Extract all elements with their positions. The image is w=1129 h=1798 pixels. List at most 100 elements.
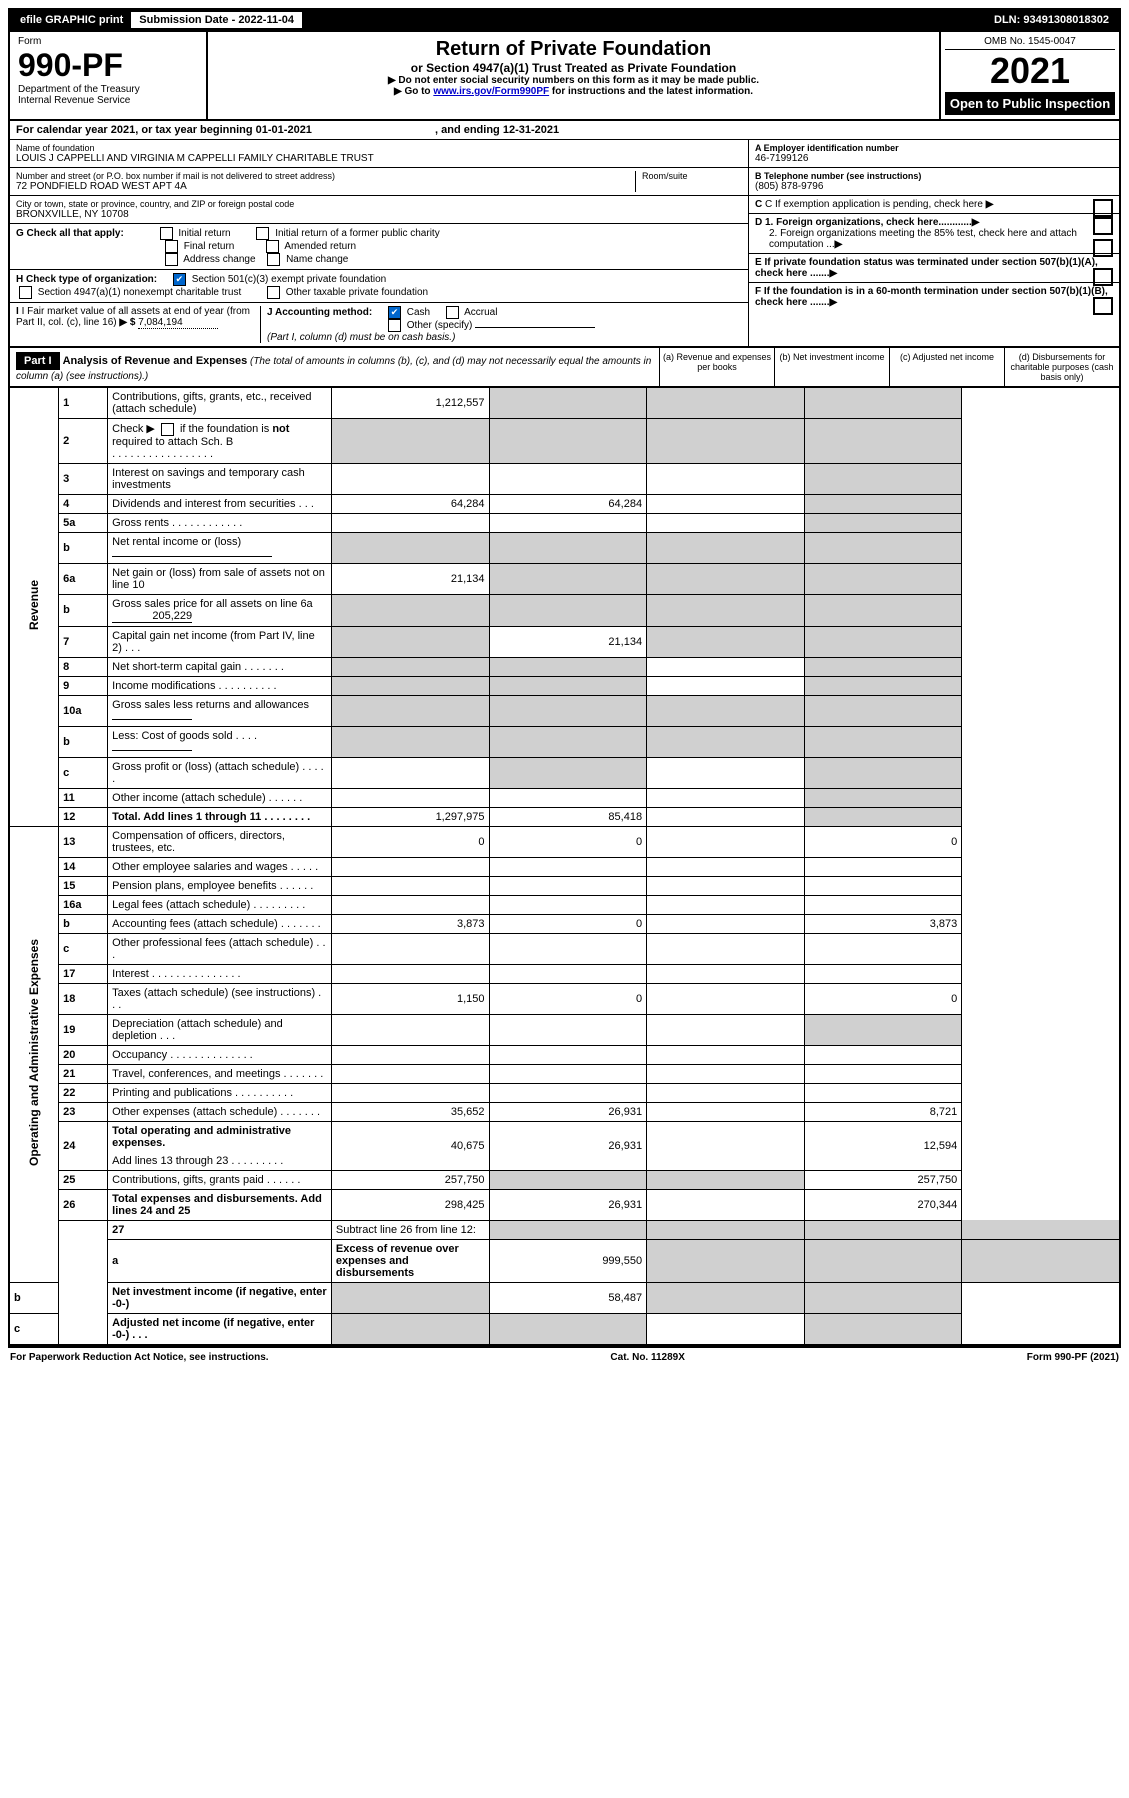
col-a-val: 1,150	[331, 983, 489, 1014]
lineno: 27	[108, 1220, 332, 1239]
address-change-checkbox[interactable]	[165, 253, 178, 266]
name-change-label: Name change	[286, 254, 348, 265]
table-row: 17 Interest . . . . . . . . . . . . . . …	[9, 964, 1120, 983]
lineno: b	[59, 594, 108, 626]
cal-text-a: For calendar year 2021, or tax year begi…	[16, 124, 256, 136]
col-a-val: 999,550	[489, 1239, 647, 1282]
line-text: Net gain or (loss) from sale of assets n…	[108, 563, 332, 594]
exemption-pending-label: C If exemption application is pending, c…	[765, 199, 983, 210]
lineno: 5a	[59, 513, 108, 532]
line-text: Depreciation (attach schedule) and deple…	[108, 1014, 332, 1045]
foreign-org-checkbox[interactable]	[1093, 217, 1113, 235]
lineno: c	[9, 1313, 59, 1345]
final-return-checkbox[interactable]	[165, 240, 178, 253]
foundation-info: Name of foundation LOUIS J CAPPELLI AND …	[8, 140, 1121, 346]
calendar-year-row: For calendar year 2021, or tax year begi…	[8, 121, 1121, 140]
address-value: 72 PONDFIELD ROAD WEST APT 4A	[16, 181, 635, 192]
table-row: 2 Check ▶ if the foundation is not requi…	[9, 419, 1120, 464]
phone-label: B Telephone number (see instructions)	[755, 171, 1113, 181]
other-specify-checkbox[interactable]	[388, 319, 401, 332]
submission-date: Submission Date - 2022-11-04	[131, 12, 302, 28]
part1-title: Analysis of Revenue and Expenses	[63, 355, 248, 367]
d2-label: 2. Foreign organizations meeting the 85%…	[769, 228, 1077, 250]
address-label: Number and street (or P.O. box number if…	[16, 171, 635, 181]
amended-return-checkbox[interactable]	[266, 240, 279, 253]
form-title: Return of Private Foundation	[214, 38, 933, 61]
lineno: 20	[59, 1045, 108, 1064]
table-row: 8 Net short-term capital gain . . . . . …	[9, 657, 1120, 676]
line-text: Total. Add lines 1 through 11 . . . . . …	[108, 807, 332, 826]
room-label: Room/suite	[642, 171, 742, 181]
efile-label[interactable]: efile GRAPHIC print	[12, 12, 131, 28]
line-text: Other employee salaries and wages . . . …	[108, 857, 332, 876]
lineno: b	[9, 1282, 59, 1313]
form-subtitle: or Section 4947(a)(1) Trust Treated as P…	[214, 61, 933, 75]
table-row: 4 Dividends and interest from securities…	[9, 494, 1120, 513]
table-row: 27 Subtract line 26 from line 12:	[9, 1220, 1120, 1239]
foreign-85-checkbox[interactable]	[1093, 239, 1113, 257]
line-text: Income modifications . . . . . . . . . .	[108, 676, 332, 695]
lineno: 14	[59, 857, 108, 876]
lineno: 17	[59, 964, 108, 983]
lineno: 9	[59, 676, 108, 695]
line-text: Other income (attach schedule) . . . . .…	[108, 788, 332, 807]
initial-return-checkbox[interactable]	[160, 227, 173, 240]
form-number: 990-PF	[18, 47, 198, 84]
exemption-checkbox[interactable]	[1093, 199, 1113, 217]
table-row: 15 Pension plans, employee benefits . . …	[9, 876, 1120, 895]
line-text: Subtract line 26 from line 12:	[331, 1220, 489, 1239]
col-a-header: (a) Revenue and expenses per books	[659, 348, 774, 386]
analysis-table: Revenue 1 Contributions, gifts, grants, …	[8, 388, 1121, 1346]
irs-label: Internal Revenue Service	[18, 95, 198, 106]
line-text: Taxes (attach schedule) (see instruction…	[108, 983, 332, 1014]
lineno: 21	[59, 1064, 108, 1083]
501c3-label: Section 501(c)(3) exempt private foundat…	[192, 274, 387, 285]
60month-checkbox[interactable]	[1093, 297, 1113, 315]
col-b-val: 0	[489, 914, 647, 933]
lineno: 10a	[59, 695, 108, 726]
terminated-checkbox[interactable]	[1093, 268, 1113, 286]
table-row: 22 Printing and publications . . . . . .…	[9, 1083, 1120, 1102]
line-text: Capital gain net income (from Part IV, l…	[108, 626, 332, 657]
501c3-checkbox[interactable]: ✔	[173, 273, 186, 286]
initial-public-checkbox[interactable]	[256, 227, 269, 240]
lineno: 22	[59, 1083, 108, 1102]
table-row: b Net investment income (if negative, en…	[9, 1282, 1120, 1313]
foundation-name: LOUIS J CAPPELLI AND VIRGINIA M CAPPELLI…	[16, 153, 742, 164]
name-change-checkbox[interactable]	[267, 253, 280, 266]
phone-value: (805) 878-9796	[755, 181, 1113, 192]
table-row: 11 Other income (attach schedule) . . . …	[9, 788, 1120, 807]
accrual-checkbox[interactable]	[446, 306, 459, 319]
irs-link[interactable]: www.irs.gov/Form990PF	[433, 86, 549, 97]
table-row: 18 Taxes (attach schedule) (see instruct…	[9, 983, 1120, 1014]
lineno: 3	[59, 463, 108, 494]
col-b-val: 26,931	[489, 1189, 647, 1220]
4947-checkbox[interactable]	[19, 286, 32, 299]
cash-checkbox[interactable]: ✔	[388, 306, 401, 319]
lineno: 23	[59, 1102, 108, 1121]
line-text: Occupancy . . . . . . . . . . . . . .	[108, 1045, 332, 1064]
paperwork-notice: For Paperwork Reduction Act Notice, see …	[10, 1352, 269, 1363]
line-text: Net rental income or (loss)	[108, 532, 332, 563]
dept-treasury: Department of the Treasury	[18, 84, 198, 95]
col-d-val: 270,344	[804, 1189, 962, 1220]
line-text: Accounting fees (attach schedule) . . . …	[108, 914, 332, 933]
col-d-val: 8,721	[804, 1102, 962, 1121]
line-text: Gross profit or (loss) (attach schedule)…	[108, 757, 332, 788]
lineno: 1	[59, 388, 108, 419]
line-text: Compensation of officers, directors, tru…	[108, 826, 332, 857]
line-text: Adjusted net income (if negative, enter …	[108, 1313, 332, 1345]
cash-label: Cash	[407, 307, 430, 318]
section-i-arrow: ▶ $	[119, 317, 135, 328]
line-text: Gross sales price for all assets on line…	[108, 594, 332, 626]
other-taxable-checkbox[interactable]	[267, 286, 280, 299]
sch-b-checkbox[interactable]	[161, 423, 174, 436]
col-d-val: 12,594	[804, 1121, 962, 1170]
f-label: F If the foundation is in a 60-month ter…	[755, 286, 1108, 308]
lineno: 12	[59, 807, 108, 826]
col-d-val: 0	[804, 983, 962, 1014]
table-row: 12 Total. Add lines 1 through 11 . . . .…	[9, 807, 1120, 826]
omb-number: OMB No. 1545-0047	[945, 36, 1115, 50]
lineno: 19	[59, 1014, 108, 1045]
line-text: Gross sales less returns and allowances	[108, 695, 332, 726]
